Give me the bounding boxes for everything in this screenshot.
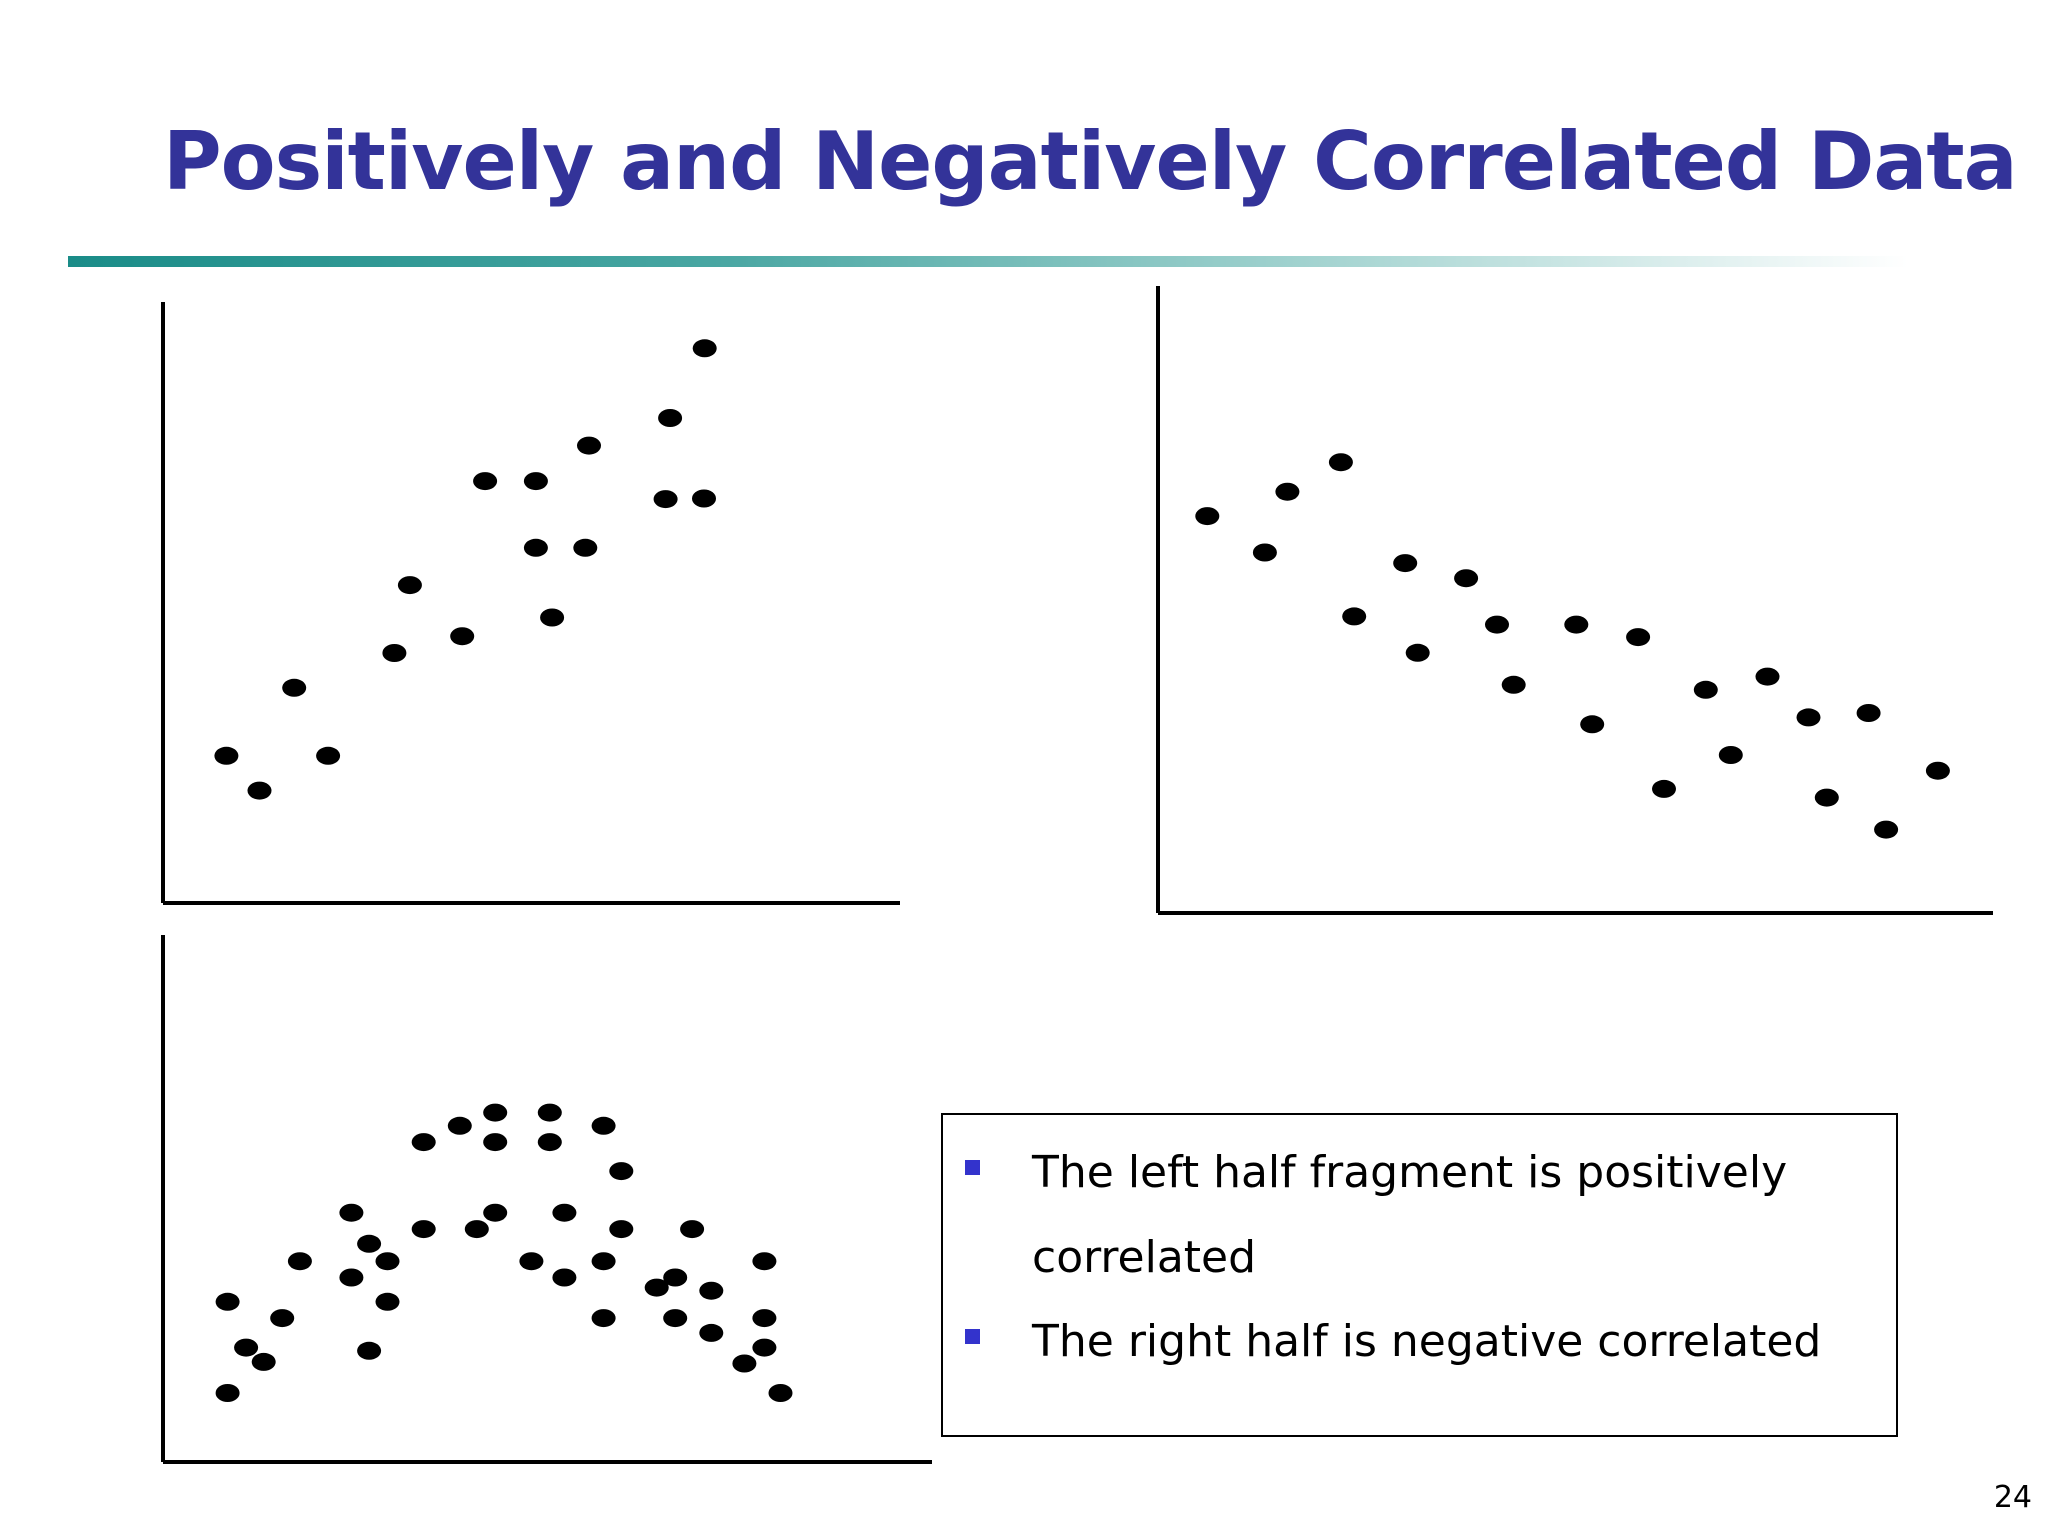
scatter-point <box>411 1133 436 1152</box>
scatter-point <box>523 472 548 491</box>
scatter-point <box>411 1220 436 1239</box>
slide-title: Positively and Negatively Correlated Dat… <box>163 115 2018 208</box>
scatter-point <box>537 1133 562 1152</box>
scatter-point <box>1328 453 1353 472</box>
scatter-point <box>214 746 239 765</box>
scatter-point <box>375 1292 400 1311</box>
scatter-point <box>1796 708 1821 727</box>
scatter-point <box>483 1103 508 1122</box>
scatter-point <box>552 1268 577 1287</box>
scatter-point <box>591 1116 616 1135</box>
scatter-point <box>447 1116 472 1135</box>
scatter-point <box>552 1203 577 1222</box>
square-bullet-icon <box>965 1329 980 1344</box>
scatter-point <box>397 576 422 595</box>
scatter-point <box>375 1252 400 1271</box>
page-number: 24 <box>1993 1480 2032 1515</box>
scatter-point <box>692 339 717 358</box>
scatter-point <box>1626 628 1651 647</box>
scatter-point <box>768 1384 793 1402</box>
scatter-point <box>357 1341 382 1360</box>
scatter-point <box>732 1354 757 1373</box>
scatter-point <box>1501 675 1526 694</box>
scatter-point <box>1718 746 1743 764</box>
scatter-point <box>251 1352 276 1371</box>
scatter-point <box>282 678 307 697</box>
scatter-point <box>270 1309 295 1328</box>
scatter-point <box>1814 788 1839 807</box>
scatter-point <box>653 490 678 509</box>
scatter-point <box>1856 704 1881 722</box>
scatter-point <box>316 746 341 765</box>
scatter-point <box>699 1281 724 1300</box>
scatter-point <box>609 1162 634 1181</box>
scatter-point <box>1564 615 1589 634</box>
scatter-point <box>1580 715 1605 734</box>
positive-scatter-plot <box>161 302 900 905</box>
scatter-point <box>752 1309 777 1328</box>
scatter-point <box>609 1220 634 1239</box>
scatter-point <box>537 1103 562 1122</box>
scatter-point <box>215 1292 240 1311</box>
scatter-point <box>1652 779 1676 798</box>
scatter-point <box>699 1323 724 1342</box>
scatter-point <box>357 1234 382 1253</box>
scatter-point <box>577 436 601 455</box>
negative-scatter-plot <box>1156 286 1993 915</box>
scatter-point <box>1874 820 1899 839</box>
scatter-point <box>752 1338 777 1357</box>
scatter-point <box>1275 482 1300 501</box>
notes-box: The left half fragment is positively cor… <box>941 1113 1898 1437</box>
scatter-point <box>339 1268 364 1287</box>
scatter-point <box>473 472 498 491</box>
bullet-text: The left half fragment is positively cor… <box>1032 1147 1788 1283</box>
scatter-point <box>1454 569 1479 588</box>
scatter-point <box>658 409 683 427</box>
scatter-point <box>644 1278 669 1297</box>
scatter-point <box>1342 607 1367 626</box>
scatter-point <box>663 1268 688 1287</box>
scatter-point <box>1693 680 1718 699</box>
scatter-point <box>1252 543 1277 562</box>
scatter-point <box>1755 667 1780 686</box>
scatter-point <box>339 1203 364 1222</box>
scatter-point <box>573 538 598 557</box>
scatter-point <box>1925 761 1950 780</box>
scatter-point <box>483 1133 508 1152</box>
scatter-point <box>483 1203 508 1222</box>
scatter-point <box>663 1309 688 1328</box>
bullet-text: The right half is negative correlated <box>1032 1316 1822 1367</box>
scatter-point <box>287 1252 312 1271</box>
scatter-point <box>523 538 548 557</box>
scatter-point <box>1195 507 1220 526</box>
scatter-point <box>247 781 272 800</box>
scatter-point <box>1485 615 1509 634</box>
scatter-point <box>450 627 475 646</box>
scatter-point <box>591 1309 616 1328</box>
scatter-point <box>680 1220 705 1239</box>
scatter-point <box>591 1252 616 1271</box>
scatter-point <box>519 1252 544 1271</box>
square-bullet-icon <box>965 1160 980 1175</box>
scatter-point <box>464 1220 489 1239</box>
scatter-point <box>215 1384 240 1402</box>
scatter-point <box>382 644 407 662</box>
scatter-point <box>1393 554 1418 573</box>
scatter-point <box>692 489 716 508</box>
scatter-point <box>540 608 565 627</box>
curved-scatter-plot <box>161 935 932 1464</box>
title-divider <box>68 256 1908 267</box>
scatter-point <box>1405 643 1430 662</box>
scatter-point <box>234 1338 259 1357</box>
scatter-point <box>752 1252 777 1271</box>
